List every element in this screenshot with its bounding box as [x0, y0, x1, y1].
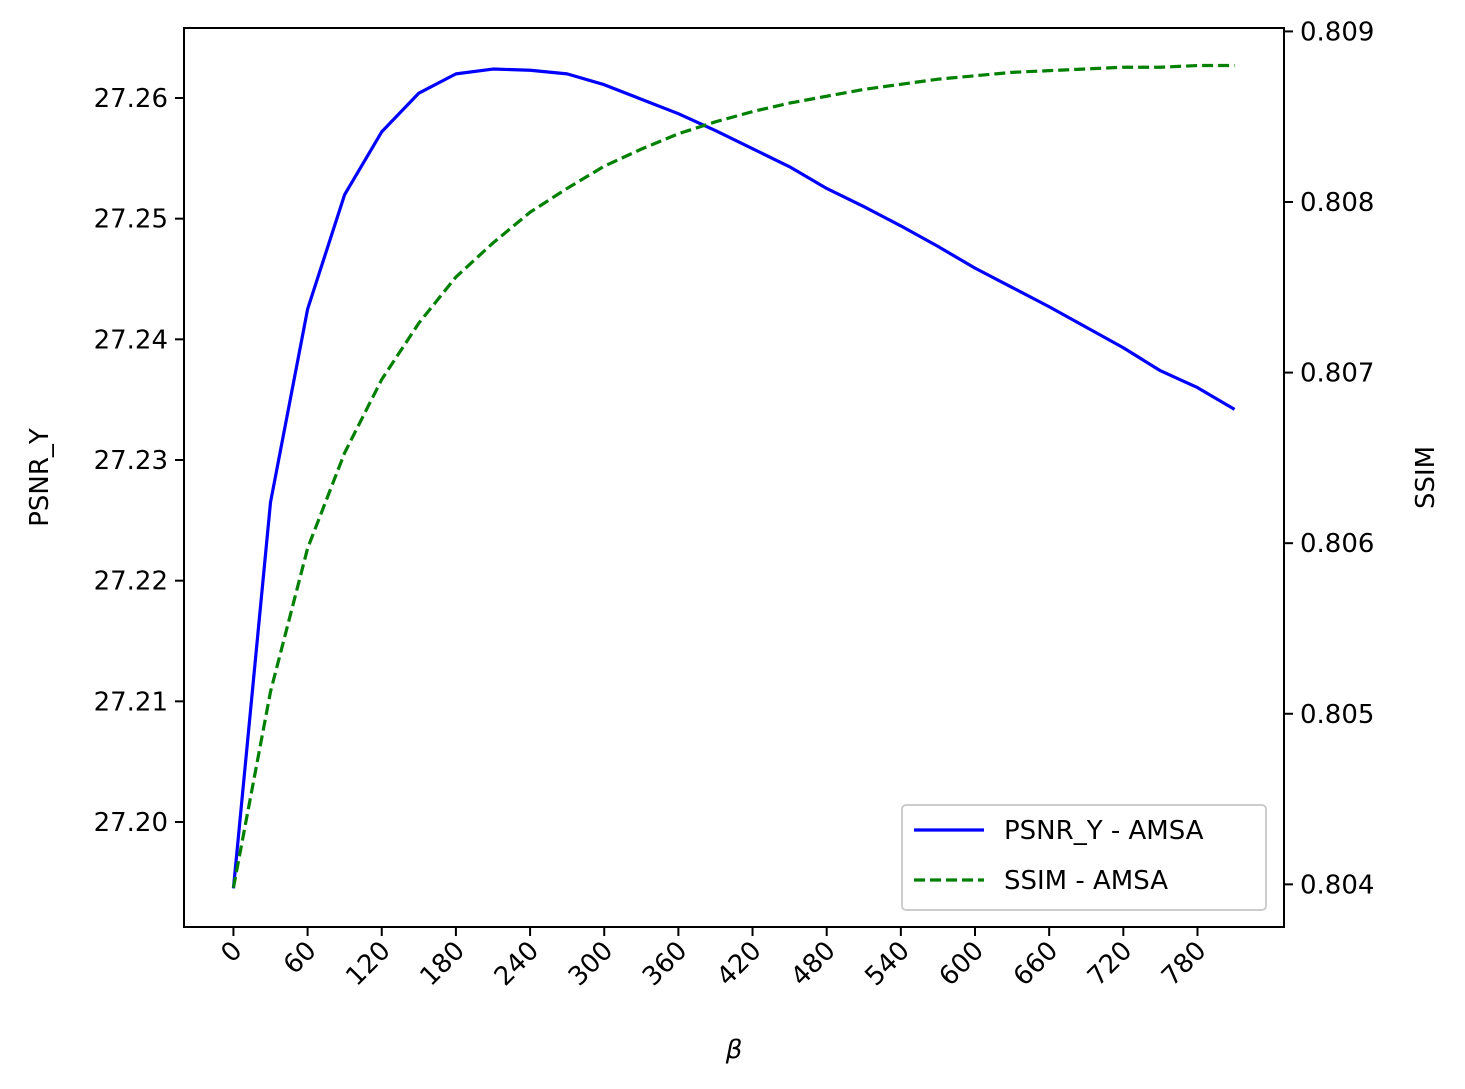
y-left-tick-label: 27.20: [94, 808, 168, 838]
x-tick-label: 540: [859, 936, 915, 992]
x-tick-label: 60: [278, 936, 323, 981]
x-tick-label: 600: [934, 936, 990, 992]
legend-label-ssim: SSIM - AMSA: [1004, 866, 1168, 896]
y-left-tick-label: 27.23: [94, 446, 168, 476]
y-right-tick-label: 0.808: [1300, 188, 1374, 218]
y-left-tick-label: 27.26: [94, 84, 168, 114]
x-tick-label: 240: [489, 936, 545, 992]
x-axis-label: β: [725, 1035, 743, 1065]
x-tick-label: 360: [637, 936, 693, 992]
x-tick-label: 180: [415, 936, 471, 992]
y-axis-left: 27.20 27.21 27.22 27.23 27.24 27.25 27.26: [94, 84, 184, 838]
x-tick-label: 780: [1156, 936, 1212, 992]
y-axis-left-label: PSNR_Y: [25, 428, 55, 527]
y-right-tick-label: 0.804: [1300, 870, 1374, 900]
x-tick-label: 720: [1082, 936, 1138, 992]
x-tick-label: 120: [340, 936, 396, 992]
y-left-tick-label: 27.25: [94, 205, 168, 235]
x-tick-label: 660: [1008, 936, 1064, 992]
y-axis-right: 0.804 0.805 0.806 0.807 0.808 0.809: [1284, 17, 1374, 900]
legend-label-psnr: PSNR_Y - AMSA: [1004, 816, 1204, 846]
y-right-tick-label: 0.809: [1300, 17, 1374, 47]
series-line-ssim: [231, 63, 1235, 889]
x-tick-label: 300: [563, 936, 619, 992]
plot-area: [183, 27, 1285, 928]
x-tick-label: 420: [711, 936, 767, 992]
y-left-tick-label: 27.22: [94, 567, 168, 597]
legend-box: [901, 804, 1267, 911]
y-left-tick-label: 27.21: [94, 687, 168, 717]
y-right-tick-label: 0.807: [1300, 359, 1374, 389]
x-axis: 0 60 120 180 240 300 360 420 480 540 600 660 720 780: [215, 927, 1212, 992]
legend: PSNR_Y - AMSA SSIM - AMSA: [901, 804, 1267, 911]
series-line-psnr: [231, 67, 1236, 889]
y-axis-right-label: SSIM: [1411, 446, 1441, 509]
y-left-tick-label: 27.24: [94, 325, 168, 355]
x-tick-label: 480: [785, 936, 841, 992]
plot-frame: [183, 27, 1285, 928]
y-right-tick-label: 0.806: [1300, 529, 1374, 559]
x-tick-label: 0: [215, 936, 248, 969]
y-right-tick-label: 0.805: [1300, 700, 1374, 730]
